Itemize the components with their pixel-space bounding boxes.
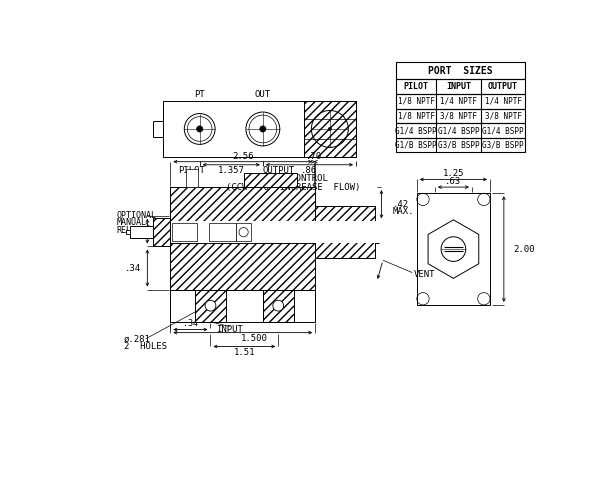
Bar — [154, 218, 170, 246]
Text: PILOT: PILOT — [404, 82, 428, 91]
Text: G3/B BSPP: G3/B BSPP — [437, 141, 479, 150]
Text: MAX.: MAX. — [393, 206, 415, 216]
Text: 1.51: 1.51 — [233, 348, 255, 357]
Bar — [315, 206, 375, 258]
Circle shape — [328, 127, 331, 130]
Bar — [315, 221, 398, 243]
Circle shape — [239, 228, 248, 237]
Bar — [195, 289, 226, 322]
Circle shape — [260, 126, 266, 132]
Text: 1/8 NPTF: 1/8 NPTF — [398, 111, 434, 121]
Bar — [396, 62, 526, 80]
Bar — [236, 223, 251, 242]
Bar — [126, 230, 130, 235]
Bar — [396, 94, 526, 109]
Text: .42: .42 — [393, 200, 409, 209]
Text: .24: .24 — [125, 227, 141, 236]
Text: OUT: OUT — [255, 90, 271, 99]
Bar — [315, 206, 375, 258]
Bar — [130, 226, 154, 238]
Text: G3/B BSPP: G3/B BSPP — [482, 141, 524, 150]
Text: .34: .34 — [125, 263, 141, 273]
Text: 1/4 NPTF: 1/4 NPTF — [485, 97, 521, 106]
Text: .34: .34 — [183, 319, 198, 328]
Bar — [263, 289, 293, 322]
Bar — [186, 169, 198, 187]
Text: ø.281: ø.281 — [124, 334, 151, 343]
Bar — [396, 123, 526, 138]
Bar — [209, 223, 236, 242]
Bar — [170, 289, 315, 322]
Text: FLOW  CONTROL: FLOW CONTROL — [259, 174, 328, 183]
Text: 2.00: 2.00 — [513, 245, 535, 253]
Bar — [244, 173, 298, 187]
Text: OUTPUT: OUTPUT — [488, 82, 518, 91]
Text: (CCW  TO  INCREASE  FLOW): (CCW TO INCREASE FLOW) — [226, 183, 361, 192]
Text: G1/4 BSPP: G1/4 BSPP — [482, 126, 524, 135]
Circle shape — [205, 300, 216, 311]
Text: .63: .63 — [445, 177, 461, 186]
Text: OUTPUT: OUTPUT — [262, 165, 295, 175]
Text: INPUT: INPUT — [446, 82, 471, 91]
Text: PILOT: PILOT — [179, 165, 205, 175]
Text: 3/8 NPTF: 3/8 NPTF — [485, 111, 521, 121]
Text: 1.357: 1.357 — [218, 166, 245, 175]
Bar — [417, 193, 490, 305]
Bar — [304, 101, 356, 157]
Circle shape — [273, 300, 284, 311]
Text: 1.500: 1.500 — [241, 334, 268, 343]
Text: VENT: VENT — [414, 270, 435, 279]
Text: G1/4 BSPP: G1/4 BSPP — [395, 126, 437, 135]
Text: G1/B BSPP: G1/B BSPP — [395, 141, 437, 150]
Bar — [396, 138, 526, 153]
Bar — [396, 80, 526, 94]
Text: .70: .70 — [307, 152, 322, 161]
Text: G1/4 BSPP: G1/4 BSPP — [437, 126, 479, 135]
Bar — [163, 101, 304, 157]
Bar — [154, 218, 170, 246]
Text: 2.56: 2.56 — [232, 152, 254, 161]
Bar — [170, 187, 315, 289]
Bar — [263, 289, 293, 322]
Text: PT: PT — [194, 90, 205, 99]
Text: RELEASE: RELEASE — [116, 226, 152, 235]
Bar — [304, 101, 356, 157]
Text: OPTIONAL: OPTIONAL — [116, 211, 157, 220]
Text: .86: .86 — [301, 166, 317, 175]
Text: MANUAL: MANUAL — [116, 218, 146, 227]
Bar — [170, 187, 315, 289]
Bar — [244, 173, 298, 187]
Text: 1/8 NPTF: 1/8 NPTF — [398, 97, 434, 106]
Text: 1.25: 1.25 — [443, 169, 464, 178]
Bar — [170, 221, 315, 243]
Bar — [195, 289, 226, 322]
Bar — [172, 223, 197, 242]
Text: PORT  SIZES: PORT SIZES — [428, 66, 493, 76]
Text: 3/8 NPTF: 3/8 NPTF — [440, 111, 477, 121]
Text: 2  HOLES: 2 HOLES — [124, 342, 167, 351]
Text: 1/4 NPTF: 1/4 NPTF — [440, 97, 477, 106]
Circle shape — [197, 126, 203, 132]
Bar — [396, 109, 526, 123]
Text: INPUT: INPUT — [216, 325, 243, 334]
